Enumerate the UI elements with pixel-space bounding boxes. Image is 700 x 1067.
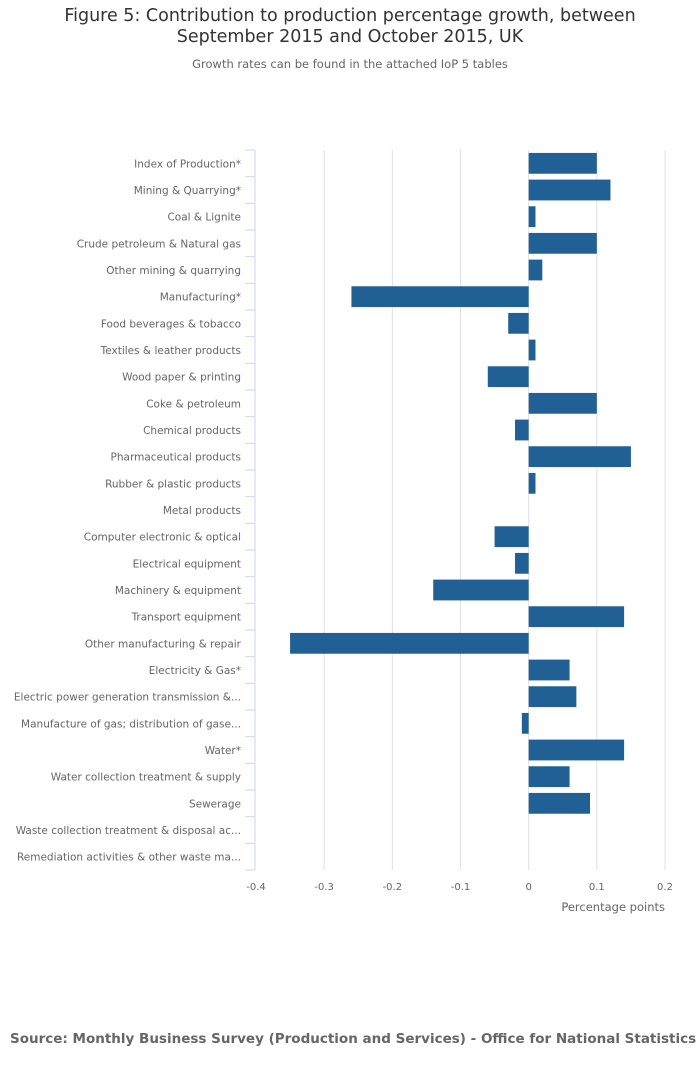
bar[interactable] — [528, 659, 570, 681]
x-axis-title: Percentage points — [561, 900, 665, 914]
category-label: Electric power generation transmission &… — [14, 692, 241, 704]
x-tick-label: -0.1 — [451, 882, 471, 893]
bar[interactable] — [528, 792, 591, 814]
chart-title-line-1: Figure 5: Contribution to production per… — [64, 6, 636, 26]
bar[interactable] — [528, 446, 631, 468]
category-label: Manufacture of gas; distribution of gase… — [21, 718, 241, 730]
x-tick-label: 0 — [525, 882, 531, 893]
bar[interactable] — [528, 206, 536, 228]
bar[interactable] — [351, 286, 529, 308]
bar[interactable] — [528, 232, 597, 254]
bar[interactable] — [528, 339, 536, 361]
category-label: Metal products — [163, 505, 241, 517]
bar[interactable] — [515, 552, 529, 574]
category-label: Remediation activities & other waste ma.… — [17, 852, 241, 864]
y-axis: Index of Production* Mining & Quarrying* C… — [14, 149, 256, 871]
bar[interactable] — [528, 739, 625, 761]
category-label: Other manufacturing & repair — [85, 638, 242, 650]
category-label: Machinery & equipment — [115, 585, 241, 597]
bar[interactable] — [528, 392, 597, 414]
category-label: Sewerage — [189, 798, 241, 810]
category-label: Water* — [205, 745, 241, 757]
bars — [290, 152, 631, 814]
category-label: Pharmaceutical products — [111, 452, 241, 464]
category-label: Coal & Lignite — [167, 212, 241, 224]
category-label: Electricity & Gas* — [149, 665, 241, 677]
bar[interactable] — [528, 606, 625, 628]
x-tick-label: 0.1 — [589, 882, 605, 893]
bar[interactable] — [528, 179, 611, 201]
x-axis: -0.4 -0.3 -0.2 -0.1 0 0.1 0.2 — [246, 882, 673, 893]
bar[interactable] — [521, 712, 529, 734]
bar[interactable] — [508, 312, 529, 334]
bar[interactable] — [290, 632, 529, 654]
category-label: Manufacturing* — [160, 292, 241, 304]
gridlines — [323, 150, 666, 870]
bar[interactable] — [515, 419, 529, 441]
source-note: Source: Monthly Business Survey (Product… — [10, 1031, 697, 1047]
category-label: Transport equipment — [131, 612, 241, 624]
category-label: Crude petroleum & Natural gas — [77, 238, 241, 250]
category-label: Rubber & plastic products — [105, 478, 241, 490]
bar[interactable] — [494, 526, 529, 548]
category-label: Other mining & quarrying — [106, 265, 241, 277]
category-label: Chemical products — [143, 425, 241, 437]
bar-chart: Index of Production* Mining & Quarrying* C… — [14, 149, 673, 914]
bar[interactable] — [528, 686, 577, 708]
x-tick-label: -0.4 — [246, 882, 266, 893]
category-label: Wood paper & printing — [122, 372, 241, 384]
bar[interactable] — [528, 259, 543, 281]
category-label: Computer electronic & optical — [84, 532, 241, 544]
category-label: Food beverages & tobacco — [101, 318, 241, 330]
bar[interactable] — [433, 579, 529, 601]
bar[interactable] — [528, 472, 536, 494]
x-tick-label: 0.2 — [657, 882, 673, 893]
x-tick-label: -0.3 — [314, 882, 334, 893]
chart-title: Figure 5: Contribution to production per… — [0, 6, 700, 48]
category-label: Water collection treatment & supply — [51, 772, 241, 784]
category-label: Electrical equipment — [133, 558, 241, 570]
category-label: Waste collection treatment & disposal ac… — [16, 825, 241, 837]
category-label: Coke & petroleum — [146, 398, 241, 410]
category-label: Textiles & leather products — [100, 345, 241, 357]
category-label: Mining & Quarrying* — [134, 185, 241, 197]
category-label: Index of Production* — [134, 158, 241, 170]
x-tick-label: -0.2 — [383, 882, 403, 893]
bar[interactable] — [528, 152, 597, 174]
bar[interactable] — [487, 366, 529, 388]
chart-title-line-2: September 2015 and October 2015, UK — [176, 27, 524, 47]
bar[interactable] — [528, 766, 570, 788]
chart-subtitle: Growth rates can be found in the attache… — [192, 57, 508, 71]
